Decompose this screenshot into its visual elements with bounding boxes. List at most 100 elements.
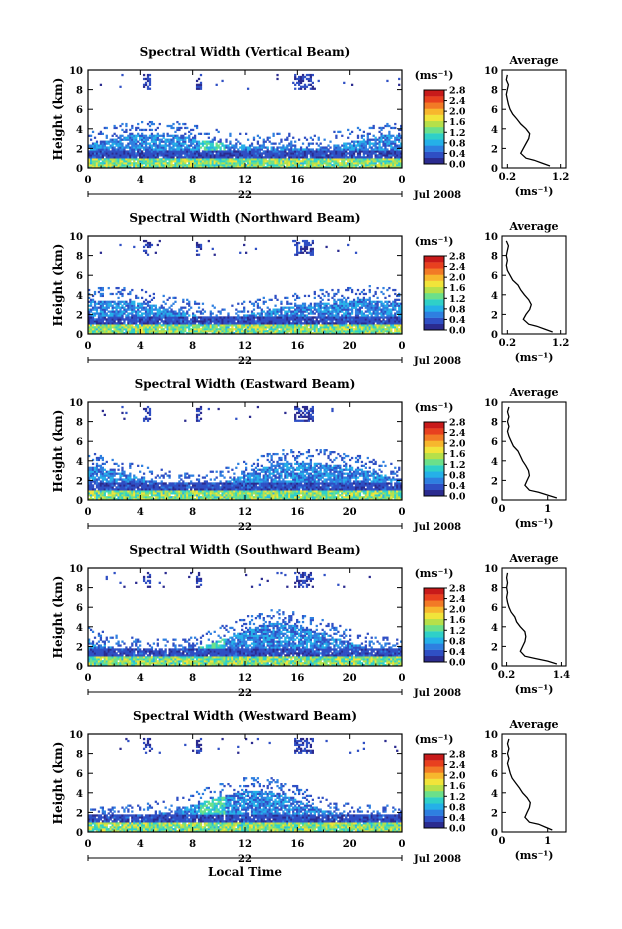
heatmap-cell: [290, 328, 293, 331]
x-tick-label: 20: [343, 175, 357, 186]
heatmap-cell: [197, 316, 201, 319]
heatmap-cell: [172, 158, 175, 161]
heatmap-cell: [89, 476, 93, 479]
heatmap-cell: [290, 326, 293, 329]
heatmap-cell: [254, 164, 258, 167]
heatmap-cell: [184, 132, 187, 135]
heatmap-cell: [241, 146, 244, 149]
heatmap-cell: [211, 140, 214, 143]
heatmap-cell: [129, 316, 132, 319]
heatmap-cell: [296, 243, 299, 247]
heatmap-cell: [137, 140, 140, 143]
heatmap-cell: [296, 77, 299, 81]
heatmap-cell: [364, 306, 367, 309]
heatmap-cell: [329, 324, 332, 327]
heatmap-cell: [123, 166, 126, 169]
heatmap-cell: [156, 326, 159, 329]
heatmap-cell: [125, 318, 128, 321]
heatmap-cell: [133, 162, 136, 165]
heatmap-cell: [319, 150, 322, 153]
heatmap-cell: [172, 164, 175, 167]
heatmap-cell: [243, 326, 246, 329]
heatmap-cell: [152, 142, 156, 145]
heatmap-cell: [93, 162, 97, 165]
heatmap-cell: [91, 480, 95, 483]
heatmap-cell: [358, 148, 362, 151]
heatmap-cell: [260, 316, 263, 319]
heatmap-cell: [352, 140, 356, 143]
heatmap-cell: [380, 326, 383, 329]
heatmap-cell: [350, 328, 354, 331]
heatmap-cell: [358, 160, 362, 163]
heatmap-cell: [400, 146, 403, 149]
heatmap-cell: [231, 152, 234, 155]
heatmap-cell: [103, 160, 106, 163]
heatmap-cell: [144, 326, 148, 329]
heatmap-cell: [378, 152, 381, 155]
heatmap-cell: [331, 330, 334, 333]
heatmap-cell: [113, 142, 116, 145]
heatmap-cell: [193, 136, 197, 139]
heatmap-cell: [91, 478, 95, 481]
heatmap-cell: [384, 148, 387, 151]
heatmap-cell: [325, 330, 328, 333]
heatmap-cell: [264, 326, 267, 329]
heatmap-cell: [327, 310, 330, 313]
heatmap-cell: [311, 150, 314, 153]
heatmap-cell: [111, 304, 114, 307]
heatmap-cell: [95, 310, 99, 313]
heatmap-cell: [274, 318, 277, 321]
heatmap-cell: [201, 140, 205, 143]
heatmap-cell: [284, 158, 287, 161]
heatmap-cell: [297, 314, 301, 317]
heatmap-cell: [119, 124, 122, 128]
heatmap-cell: [239, 132, 242, 135]
heatmap-cell: [217, 154, 220, 157]
heatmap-cell: [197, 150, 201, 153]
heatmap-cell: [354, 328, 358, 331]
heatmap-cell: [93, 312, 97, 315]
heatmap-cell: [115, 152, 118, 155]
heatmap-cell: [95, 332, 99, 335]
heatmap-cell: [172, 126, 175, 130]
heatmap-cell: [380, 138, 383, 141]
heatmap-cell: [264, 152, 267, 155]
heatmap-cell: [215, 314, 218, 317]
heatmap-cell: [284, 156, 287, 159]
heatmap-cell: [88, 322, 91, 325]
heatmap-cell: [366, 132, 369, 135]
heatmap-cell: [368, 304, 371, 307]
heatmap-cell: [213, 158, 216, 161]
heatmap-cell: [307, 330, 311, 333]
heatmap-cell: [311, 156, 314, 159]
heatmap-cell: [311, 322, 314, 325]
heatmap-cell: [235, 166, 238, 169]
heatmap-cell: [125, 166, 128, 169]
heatmap-cell: [221, 150, 224, 153]
heatmap-cell: [162, 328, 165, 331]
heatmap-cell: [345, 306, 348, 309]
heatmap-cell: [388, 124, 391, 128]
heatmap-cell: [241, 156, 244, 159]
heatmap-cell: [205, 150, 209, 153]
heatmap-cell: [203, 150, 207, 153]
heatmap-cell: [172, 332, 175, 335]
heatmap-cell: [388, 300, 391, 303]
heatmap-cell: [282, 152, 285, 155]
heatmap-cell: [396, 146, 399, 149]
heatmap-cell: [156, 134, 159, 137]
heatmap-cell: [388, 136, 391, 139]
heatmap-cell: [148, 152, 152, 155]
heatmap-cell: [386, 288, 389, 292]
heatmap-cell: [156, 310, 159, 313]
heatmap-cell: [156, 312, 159, 315]
heatmap-cell: [89, 324, 93, 327]
heatmap-cell: [105, 164, 108, 167]
heatmap-cell: [88, 490, 91, 493]
heatmap-cell: [333, 154, 336, 157]
heatmap-cell: [152, 318, 156, 321]
heatmap-cell: [88, 166, 91, 169]
heatmap-cell: [148, 294, 152, 298]
heatmap-cell: [278, 322, 281, 325]
heatmap-cell: [156, 132, 159, 135]
